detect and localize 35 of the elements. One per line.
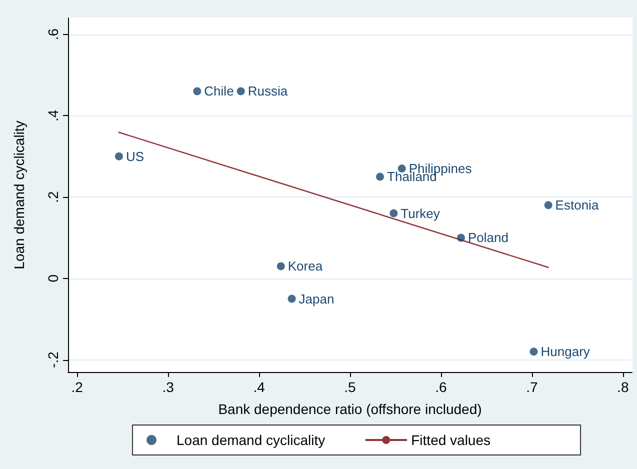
y-tick-label: .4: [45, 110, 61, 122]
x-tick-label: .5: [344, 379, 356, 395]
annotation: Russia: [248, 84, 288, 99]
annotation: US: [126, 148, 144, 164]
y-tick-label: .6: [45, 28, 61, 40]
point: [456, 234, 465, 242]
y-axis-title: Loan demand cyclicality: [11, 120, 27, 270]
point: [114, 152, 123, 160]
annotation: Chile: [204, 84, 234, 99]
y-tick-label: .2: [45, 190, 61, 203]
point: [390, 209, 398, 218]
point: [544, 201, 552, 210]
annotation: Hungary: [540, 344, 590, 360]
annotation: Turkey: [400, 206, 440, 221]
x-tick-label: .8: [617, 379, 629, 395]
point: [376, 172, 384, 181]
x-tick-label: .4: [253, 379, 266, 395]
annotation: Korea: [288, 258, 324, 274]
annotation: Poland: [468, 230, 508, 246]
x-tick-label: .6: [435, 379, 448, 395]
x-axis-title: Bank dependence ratio (offshore included): [218, 401, 482, 417]
x-tick-label: .3: [162, 379, 174, 395]
x-tick-label: .2: [71, 379, 84, 395]
annotation: Estonia: [555, 198, 600, 213]
y-tick-label: -.2: [45, 351, 61, 368]
point: [288, 294, 296, 303]
point: [236, 87, 245, 96]
point: [193, 87, 202, 96]
point: [276, 262, 285, 270]
annotation: Japan: [298, 291, 334, 306]
legend-label: Fitted values: [411, 432, 491, 448]
legend-label: Loan demand cyclicality: [176, 432, 326, 448]
y-tick-label: 0: [45, 274, 61, 282]
x-tick-label: .7: [526, 379, 538, 395]
point: [530, 348, 538, 356]
